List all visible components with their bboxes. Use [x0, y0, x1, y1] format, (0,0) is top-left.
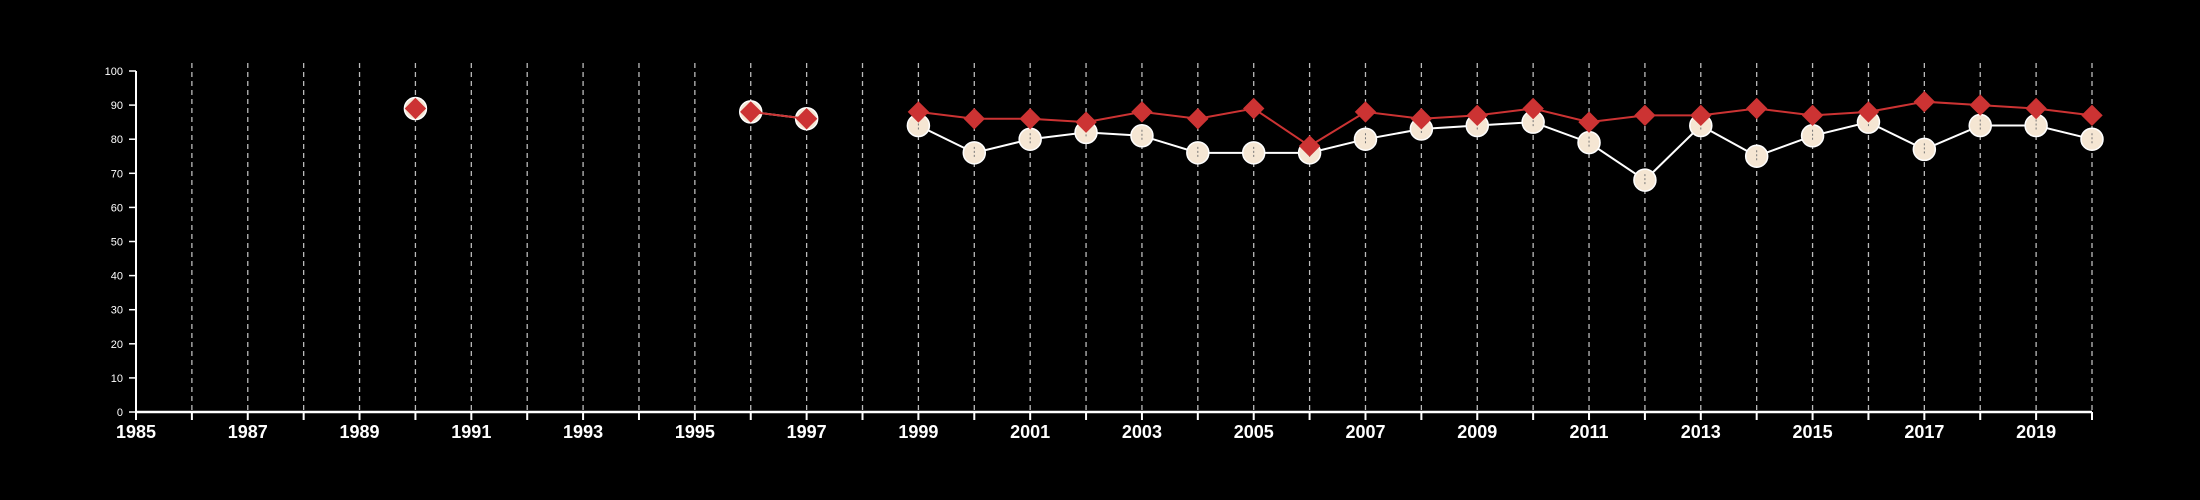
y-tick-label: 20 — [111, 339, 123, 351]
y-tick-label: 100 — [105, 66, 123, 78]
x-tick-label: 2003 — [1122, 422, 1162, 442]
data-point-diamond — [2081, 104, 2103, 127]
x-tick-label: 1985 — [116, 422, 156, 442]
data-point-diamond — [963, 108, 985, 130]
y-tick-label: 30 — [111, 305, 123, 317]
x-tick-label: 1993 — [563, 422, 603, 442]
data-point-diamond — [907, 101, 930, 123]
x-tick-label: 1991 — [451, 422, 491, 442]
data-point-diamond — [1857, 101, 1880, 123]
x-tick-label: 2009 — [1457, 422, 1497, 442]
data-point-diamond — [1075, 111, 1097, 133]
data-point-diamond — [1578, 111, 1600, 133]
y-tick-label: 0 — [117, 407, 123, 419]
data-point-diamond — [1913, 90, 1936, 113]
data-point-diamond — [2025, 97, 2047, 120]
y-tick-label: 50 — [111, 237, 123, 249]
data-point-diamond — [1466, 104, 1488, 127]
data-point-diamond — [1131, 101, 1153, 123]
data-point-diamond — [1187, 108, 1209, 130]
data-point-diamond — [1410, 108, 1433, 130]
axes: 0 10 20 30 40 50 60 70 80 90 100 1985 1987 1989 1991 19… — [105, 66, 2093, 442]
data-point-diamond — [1690, 104, 1712, 127]
x-tick-label: 2001 — [1010, 422, 1050, 442]
data-point-diamond — [1354, 101, 1377, 123]
y-tick-label: 80 — [111, 134, 123, 146]
x-tick-label: 2013 — [1681, 422, 1721, 442]
data-point-diamond — [1243, 97, 1265, 120]
data-point-diamond — [1745, 97, 1768, 120]
series-diamond — [404, 90, 2103, 157]
series-layer — [403, 90, 2104, 192]
x-tick-label: 1995 — [675, 422, 715, 442]
data-point-diamond — [1522, 97, 1544, 120]
x-tick-label: 2017 — [1904, 422, 1944, 442]
x-tick-label: 1997 — [787, 422, 827, 442]
series-line — [918, 100, 2093, 148]
data-point-diamond — [740, 101, 762, 123]
x-tick-label: 2005 — [1234, 422, 1274, 442]
y-tick-label: 90 — [111, 100, 123, 112]
data-point-diamond — [1634, 104, 1656, 127]
data-point-diamond — [795, 108, 818, 130]
data-point-diamond — [1969, 94, 1991, 116]
x-tick-label: 2019 — [2016, 422, 2056, 442]
series-line — [917, 121, 2093, 182]
y-tick-label: 10 — [111, 373, 123, 385]
x-tick-label: 1999 — [898, 422, 938, 442]
data-point-diamond — [1019, 108, 1041, 130]
data-point-diamond — [404, 97, 427, 120]
y-tick-label: 70 — [111, 168, 123, 180]
y-tick-label: 40 — [111, 271, 123, 283]
x-tick-label: 2011 — [1569, 422, 1608, 442]
data-point-diamond — [1298, 135, 1321, 157]
x-tick-label: 2007 — [1345, 422, 1385, 442]
x-tick-label: 1987 — [228, 422, 268, 442]
data-point-diamond — [1801, 104, 1824, 127]
y-tick-label: 60 — [111, 202, 123, 214]
x-tick-label: 1989 — [340, 422, 380, 442]
x-tick-label: 2015 — [1793, 422, 1833, 442]
